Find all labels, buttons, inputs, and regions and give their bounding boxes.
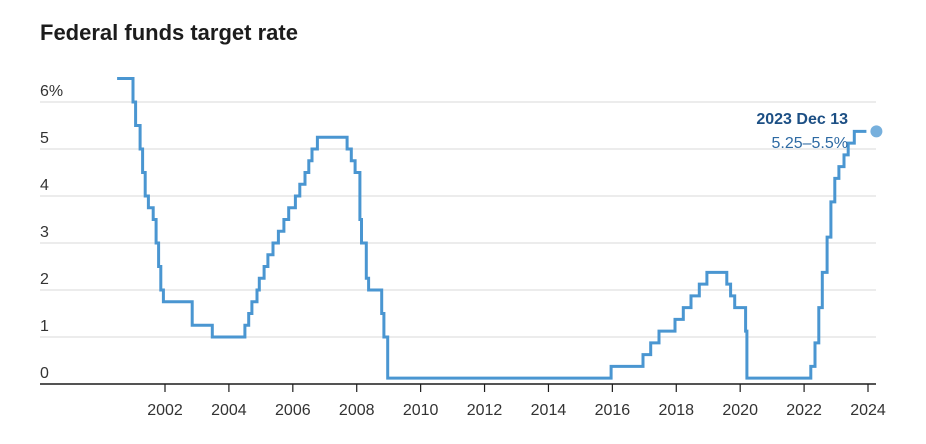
x-tick-label: 2016 bbox=[595, 402, 631, 419]
y-tick-label: 4 bbox=[40, 177, 49, 194]
y-axis-ticks: 0 1 2 3 4 5 6% bbox=[40, 83, 63, 382]
x-tick-label: 2008 bbox=[339, 402, 375, 419]
x-tick-label: 2014 bbox=[531, 402, 567, 419]
y-tick-label: 1 bbox=[40, 318, 49, 335]
series-line-0 bbox=[117, 77, 867, 380]
x-tick-label: 2002 bbox=[147, 402, 183, 419]
y-tick-label: 0 bbox=[40, 365, 49, 382]
x-tick-label: 2004 bbox=[211, 402, 247, 419]
annotation-date: 2023 Dec 13 bbox=[756, 111, 848, 128]
x-axis-ticks: 2002 2004 2006 2008 2010 2012 2014 2016 2018 2020… bbox=[147, 384, 886, 419]
annotation-dot bbox=[870, 125, 883, 138]
y-tick-label: 2 bbox=[40, 271, 49, 288]
gridlines bbox=[40, 101, 876, 338]
x-tick-label: 2010 bbox=[403, 402, 439, 419]
y-tick-label: 6% bbox=[40, 83, 63, 100]
x-tick-label: 2024 bbox=[850, 402, 886, 419]
x-tick-label: 2006 bbox=[275, 402, 311, 419]
chart-title: Federal funds target rate bbox=[40, 20, 298, 45]
x-tick-label: 2012 bbox=[467, 402, 503, 419]
annotation: 2023 Dec 13 5.25–5.5% bbox=[756, 111, 883, 152]
x-tick-label: 2020 bbox=[722, 402, 758, 419]
y-tick-label: 5 bbox=[40, 130, 49, 147]
x-tick-label: 2022 bbox=[786, 402, 822, 419]
y-tick-label: 3 bbox=[40, 224, 49, 241]
annotation-value: 5.25–5.5% bbox=[771, 135, 848, 152]
x-tick-label: 2018 bbox=[658, 402, 694, 419]
series-layer bbox=[117, 77, 867, 380]
